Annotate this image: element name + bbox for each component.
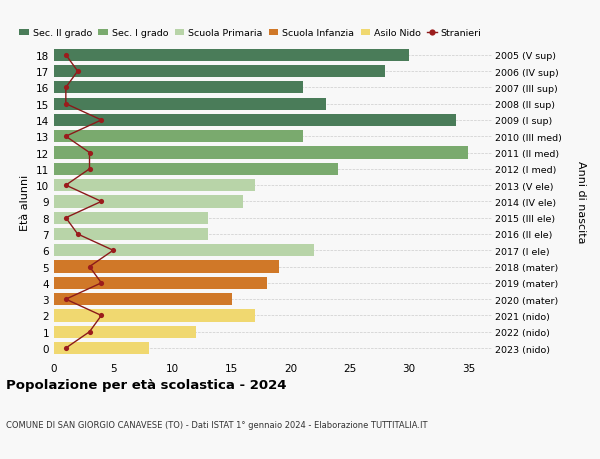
- Point: [61, 101, 71, 108]
- Point: [85, 263, 94, 271]
- Point: [97, 198, 106, 206]
- Point: [73, 68, 82, 76]
- Point: [85, 328, 94, 336]
- Bar: [54, 261, 279, 273]
- Bar: [54, 229, 208, 241]
- Bar: [54, 131, 302, 143]
- Bar: [54, 179, 255, 192]
- Bar: [54, 66, 385, 78]
- Point: [61, 84, 71, 92]
- Bar: [54, 98, 326, 111]
- Legend: Sec. II grado, Sec. I grado, Scuola Primaria, Scuola Infanzia, Asilo Nido, Stran: Sec. II grado, Sec. I grado, Scuola Prim…: [19, 29, 481, 38]
- Bar: [54, 82, 302, 94]
- Point: [61, 52, 71, 59]
- Point: [61, 214, 71, 222]
- Y-axis label: Anni di nascita: Anni di nascita: [575, 161, 586, 243]
- Bar: [54, 212, 208, 224]
- Text: Popolazione per età scolastica - 2024: Popolazione per età scolastica - 2024: [6, 379, 287, 392]
- Point: [85, 150, 94, 157]
- Y-axis label: Età alunni: Età alunni: [20, 174, 31, 230]
- Point: [61, 345, 71, 352]
- Point: [61, 296, 71, 303]
- Point: [97, 312, 106, 319]
- Point: [97, 280, 106, 287]
- Point: [109, 247, 118, 254]
- Point: [85, 166, 94, 173]
- Bar: [54, 310, 255, 322]
- Bar: [54, 326, 196, 338]
- Point: [61, 133, 71, 140]
- Point: [97, 117, 106, 124]
- Bar: [54, 115, 457, 127]
- Bar: [54, 342, 149, 354]
- Bar: [54, 163, 338, 175]
- Bar: [54, 196, 244, 208]
- Bar: [54, 293, 232, 306]
- Bar: [54, 245, 314, 257]
- Bar: [54, 147, 469, 159]
- Text: COMUNE DI SAN GIORGIO CANAVESE (TO) - Dati ISTAT 1° gennaio 2024 - Elaborazione : COMUNE DI SAN GIORGIO CANAVESE (TO) - Da…: [6, 420, 427, 429]
- Bar: [54, 277, 267, 289]
- Bar: [54, 50, 409, 62]
- Point: [73, 231, 82, 238]
- Point: [61, 182, 71, 190]
